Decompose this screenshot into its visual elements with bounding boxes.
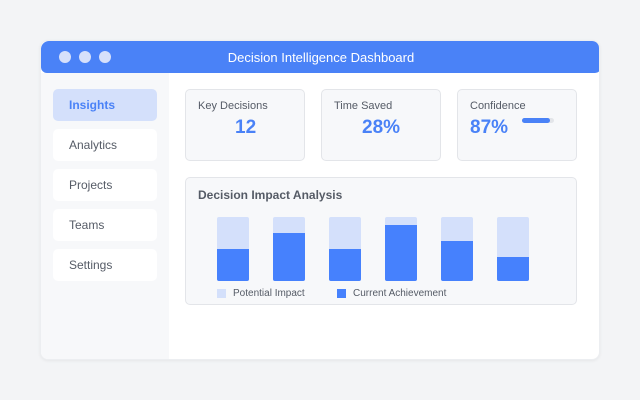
legend-label-achievement: Current Achievement [353,288,447,299]
time-saved-card: Time Saved 28% [321,89,441,161]
chart-bar-fill [441,241,473,281]
chart-bar-fill [497,257,529,281]
chart-bar [497,217,529,281]
window-minimize-dot[interactable] [79,51,91,63]
chart-bar [385,217,417,281]
title-bar: Decision Intelligence Dashboard [41,41,599,73]
legend-swatch-achievement [337,289,346,298]
confidence-card: Confidence 87% [457,89,577,161]
card-label: Confidence [470,100,526,112]
chart-bar [217,217,249,281]
window-title: Decision Intelligence Dashboard [227,50,415,65]
decision-impact-chart: Decision Impact Analysis Potential Impac… [185,177,577,305]
chart-bar [329,217,361,281]
card-label: Key Decisions [198,100,268,112]
sidebar-item-analytics[interactable]: Analytics [53,129,157,161]
chart-bar-fill [385,225,417,281]
sidebar-item-projects[interactable]: Projects [53,169,157,201]
card-value: 87% [470,117,509,138]
card-label: Time Saved [334,100,393,112]
chart-bar [273,217,305,281]
chart-bar-fill [329,249,361,281]
confidence-progress-bar [522,118,554,123]
confidence-progress-fill [522,118,550,123]
card-value: 12 [235,117,257,138]
chart-title: Decision Impact Analysis [198,188,343,202]
chart-bar-fill [217,249,249,281]
sidebar-item-settings[interactable]: Settings [53,249,157,281]
key-decisions-card: Key Decisions 12 [185,89,305,161]
chart-bar-fill [273,233,305,281]
sidebar: Insights Analytics Projects Teams Settin… [41,73,169,359]
legend-label-potential: Potential Impact [233,288,305,299]
sidebar-item-teams[interactable]: Teams [53,209,157,241]
chart-bar [441,217,473,281]
dashboard-window: Decision Intelligence Dashboard Insights… [40,40,600,360]
sidebar-item-insights[interactable]: Insights [53,89,157,121]
window-maximize-dot[interactable] [99,51,111,63]
legend-swatch-potential [217,289,226,298]
card-value: 28% [362,117,401,138]
window-close-dot[interactable] [59,51,71,63]
